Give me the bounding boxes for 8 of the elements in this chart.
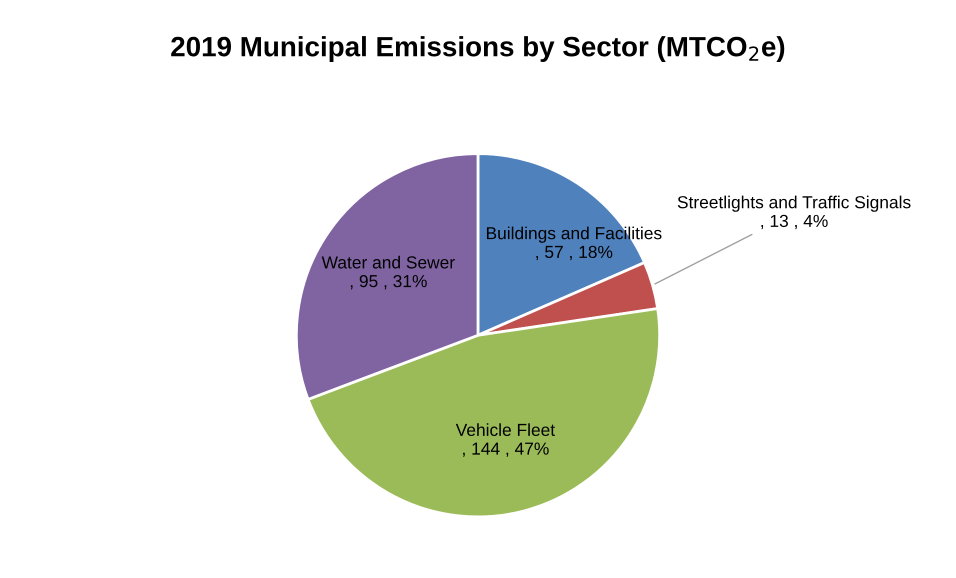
data-label: , 13 , 4% — [761, 214, 828, 230]
slice-label: Streetlights and Traffic Signals — [678, 196, 911, 212]
data-label: , 144 , 47% — [463, 442, 549, 457]
data-label: , 95 , 31% — [350, 274, 427, 290]
data-label: , 57 , 18% — [536, 246, 612, 260]
slice-label: Vehicle Fleet — [456, 423, 555, 436]
chart-title: 2019 Municipal Emissions by Sector (MTCO$_{2}$e) — [171, 36, 784, 62]
slice-label: Water and Sewer — [322, 256, 455, 269]
